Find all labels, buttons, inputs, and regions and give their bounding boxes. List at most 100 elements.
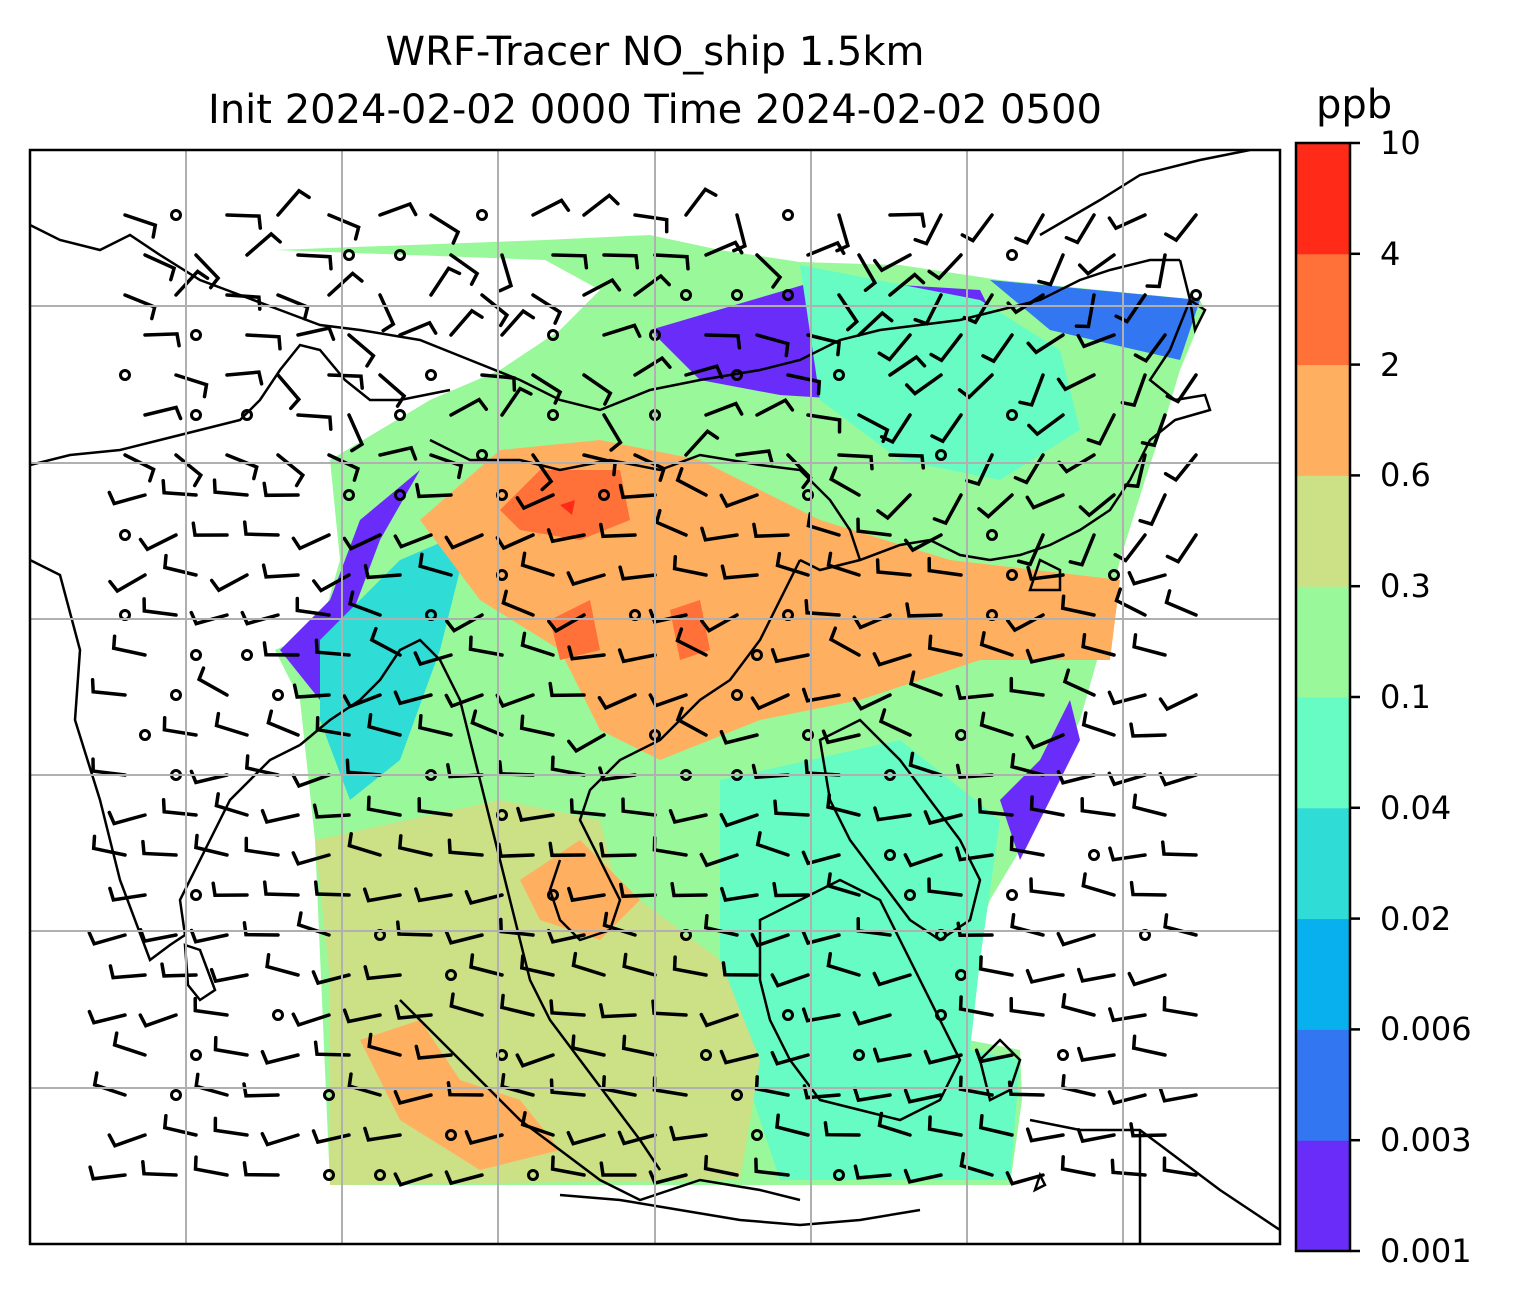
wind-barb <box>189 928 229 944</box>
calm-wind-marker <box>170 209 182 221</box>
wind-barb <box>193 1155 229 1177</box>
wind-barb <box>143 405 183 421</box>
wind-barb <box>569 798 606 817</box>
wind-barb <box>621 797 657 817</box>
map-title-line1: WRF-Tracer NO_ship 1.5km <box>385 29 925 75</box>
colorbar-tick-label: 2 <box>1380 345 1401 384</box>
wind-barb <box>582 193 620 217</box>
calm-wind-marker <box>241 649 253 661</box>
colorbar-frame <box>1294 141 1352 1253</box>
wind-barb <box>393 1090 433 1105</box>
wind-barb <box>977 798 1014 817</box>
wind-barb <box>107 810 147 826</box>
wind-barb <box>875 558 912 577</box>
calm-wind-marker <box>731 369 743 381</box>
wind-barb <box>721 961 759 977</box>
calm-wind-marker <box>394 489 406 501</box>
wind-barb <box>1163 913 1198 937</box>
wind-barb <box>414 1044 453 1060</box>
wind-barb <box>244 754 280 777</box>
wind-barb <box>327 271 364 297</box>
wind-barb <box>618 565 657 581</box>
calm-wind-marker <box>986 529 998 541</box>
wind-barb <box>878 708 912 737</box>
wind-barb <box>143 332 181 348</box>
wind-barb <box>1127 570 1167 586</box>
wind-barb <box>347 590 382 617</box>
wind-barb <box>160 962 198 978</box>
colorbar-tick-label: 10 <box>1380 124 1421 162</box>
wind-barb <box>446 1081 484 1097</box>
wind-barb <box>826 951 861 977</box>
wind-barb <box>520 631 555 657</box>
wind-barb <box>91 834 127 857</box>
wind-barb <box>853 1086 892 1103</box>
wind-barb <box>978 955 1014 977</box>
colorbar-tick-label: 0.001 <box>1380 1232 1472 1270</box>
wind-barb <box>1158 771 1198 787</box>
wind-barb <box>1016 533 1045 567</box>
wind-barb <box>464 890 504 905</box>
wind-barb <box>837 293 860 332</box>
wind-barb <box>670 881 708 898</box>
wind-barb <box>1110 1158 1147 1177</box>
wind-barb <box>242 1161 280 1177</box>
wind-barb <box>1114 293 1147 324</box>
wind-barb <box>903 853 943 868</box>
wind-barb <box>755 333 790 358</box>
wind-barb <box>393 1172 433 1187</box>
wind-barb <box>720 564 759 580</box>
wind-barb <box>770 973 810 988</box>
wind-barb <box>872 1047 912 1063</box>
wind-barb <box>315 715 351 737</box>
wind-barb <box>1158 693 1198 712</box>
wind-barb <box>598 766 637 782</box>
wind-barb <box>719 1049 759 1065</box>
wind-barb <box>1113 533 1147 563</box>
wind-barb <box>378 373 407 408</box>
wind-barb <box>1162 1156 1198 1177</box>
wind-barb <box>550 755 586 777</box>
wind-barb <box>602 413 623 452</box>
wind-barb <box>567 886 606 903</box>
gridlines <box>30 150 1280 1244</box>
wind-barb <box>520 1111 555 1137</box>
calm-wind-marker <box>1108 569 1120 581</box>
wind-barb <box>599 1161 637 1177</box>
wind-barb <box>1160 840 1198 857</box>
wind-barb <box>804 599 841 617</box>
wind-barb <box>519 954 555 977</box>
wind-barb <box>394 1004 433 1020</box>
colorbar-tick-label: 0.1 <box>1380 678 1431 716</box>
wind-barb <box>547 613 586 634</box>
wind-barb <box>801 850 841 866</box>
calm-wind-marker <box>547 889 559 901</box>
calm-wind-marker <box>272 1009 284 1021</box>
wind-barb <box>367 712 402 737</box>
wind-barb <box>668 809 708 825</box>
calm-wind-marker <box>527 1169 539 1181</box>
wind-barb <box>363 965 402 981</box>
wind-barb <box>1027 413 1065 437</box>
wind-barb <box>311 1129 351 1145</box>
wind-barb <box>495 693 535 709</box>
wind-barb <box>143 253 177 282</box>
wind-barb <box>369 626 402 657</box>
wind-barb <box>981 333 1014 364</box>
wind-barb <box>515 493 555 511</box>
wind-barb <box>162 1114 198 1137</box>
wind-barb <box>1107 690 1147 706</box>
wind-barb <box>802 1084 841 1100</box>
wind-barb <box>163 553 198 577</box>
calm-wind-marker <box>853 1049 865 1061</box>
wind-barb <box>366 795 402 817</box>
wind-barb <box>1107 771 1147 787</box>
wind-barb <box>1010 912 1045 937</box>
wind-barb <box>142 597 178 617</box>
wind-barb <box>755 253 783 289</box>
wind-barb <box>107 1133 147 1148</box>
calm-wind-marker <box>802 489 814 501</box>
coastline-philippines <box>818 718 982 942</box>
wind-barb <box>189 769 229 785</box>
